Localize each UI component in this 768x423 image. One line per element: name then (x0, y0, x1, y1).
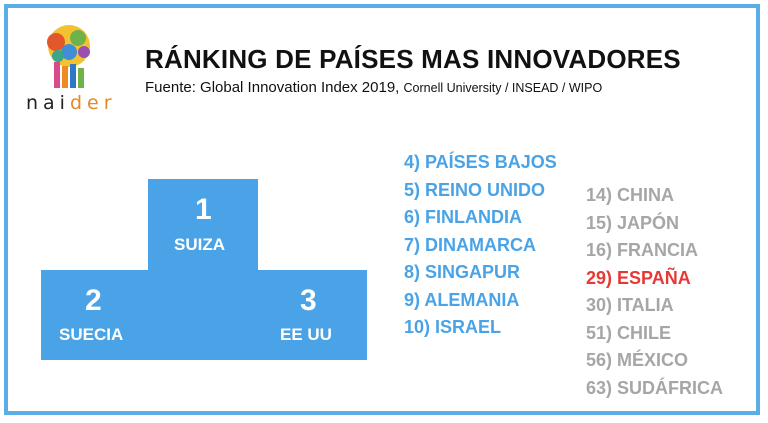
list-item: 56) MÉXICO (586, 350, 689, 370)
podium-first-country: SUIZA (174, 235, 225, 254)
podium-third: 3 EE UU (258, 270, 367, 360)
page-title: RÁNKING DE PAÍSES MAS INNOVADORES (145, 44, 681, 74)
list-item: 8) SINGAPUR (404, 262, 521, 282)
list-item: 7) DINAMARCA (404, 234, 536, 255)
list-item: 6) FINLANDIA (404, 207, 522, 227)
list-item: 10) ISRAEL (404, 317, 502, 337)
podium-third-rank: 3 (300, 284, 317, 317)
ranking-list-top: 4) PAÍSES BAJOS 5) REINO UNIDO 6) FINLAN… (404, 149, 557, 342)
podium-second-rank: 2 (85, 284, 102, 317)
podium-first: 1 SUIZA (148, 179, 258, 271)
podium-third-country: EE UU (280, 325, 332, 344)
naider-logo: naider (26, 22, 116, 114)
podium-first-rank: 1 (195, 193, 212, 226)
source-main: Fuente: Global Innovation Index 2019, (145, 79, 400, 96)
source-line: Fuente: Global Innovation Index 2019, Co… (145, 79, 602, 96)
list-item-highlight: 29) ESPAÑA (586, 267, 691, 288)
list-item: 16) FRANCIA (586, 240, 699, 260)
list-item: 15) JAPÓN (586, 212, 680, 233)
list-item: 5) REINO UNIDO (404, 179, 546, 200)
list-item: 63) SUDÁFRICA (586, 377, 724, 398)
source-institutions: Cornell University / INSEAD / WIPO (403, 81, 603, 95)
ranking-list-others: 14) CHINA 15) JAPÓN 16) FRANCIA 29) ESPA… (586, 182, 723, 402)
logo-text-main: nai (26, 92, 70, 114)
podium-second-country: SUECIA (59, 325, 124, 344)
slide-frame: naider RÁNKING DE PAÍSES MAS INNOVADORES… (4, 4, 760, 415)
list-item: 30) ITALIA (586, 295, 674, 315)
list-item: 4) PAÍSES BAJOS (404, 152, 557, 172)
list-item: 14) CHINA (586, 185, 675, 205)
list-item: 9) ALEMANIA (404, 289, 520, 310)
podium-base-center (148, 270, 258, 360)
podium-second: 2 SUECIA (41, 270, 151, 360)
list-item: 51) CHILE (586, 322, 672, 343)
logo-wordmark: naider (26, 92, 121, 114)
logo-text-accent: der (69, 92, 117, 114)
tree-logo-icon (47, 25, 90, 88)
